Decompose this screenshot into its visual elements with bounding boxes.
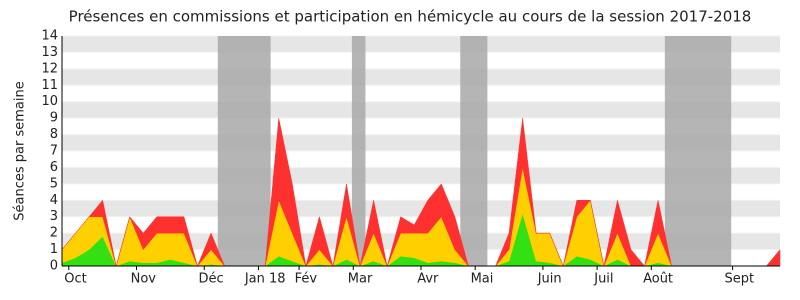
x-tick-label: Août	[643, 272, 673, 287]
y-tick-label: 9	[50, 111, 58, 126]
highlight-range	[460, 36, 488, 266]
x-tick-label: Oct	[64, 272, 86, 287]
y-tick-label: 8	[50, 127, 58, 142]
highlight-range	[664, 36, 732, 266]
x-tick-label: Mar	[348, 272, 373, 287]
x-tick-label: Juin	[537, 272, 562, 287]
area	[61, 118, 781, 267]
y-tick-label: 14	[41, 29, 58, 44]
y-tick-label: 5	[50, 176, 58, 191]
highlight-range	[351, 36, 366, 266]
y-tick-label: 0	[50, 259, 58, 274]
x-tick-label: Nov	[131, 272, 157, 287]
y-tick-label: 6	[50, 160, 58, 175]
y-tick-label: 10	[41, 94, 58, 109]
y-tick-label: 13	[41, 45, 58, 60]
chart-title: Présences en commissions et participatio…	[69, 8, 752, 26]
y-tick-label: 7	[50, 144, 58, 159]
x-tick-label: Mai	[471, 272, 494, 287]
x-tick-label: Jan 18	[244, 272, 286, 287]
x-tick-label: Sept	[725, 272, 755, 287]
y-axis-label: Séances par semaine	[13, 81, 28, 220]
y-tick-label: 1	[50, 242, 58, 257]
x-tick-label: Fév	[295, 272, 318, 287]
y-tick-label: 2	[50, 226, 58, 241]
y-tick-label: 11	[41, 78, 58, 93]
x-tick-label: Avr	[417, 272, 439, 287]
y-tick-label: 12	[41, 61, 58, 76]
x-tick-label: Déc	[198, 272, 223, 287]
highlight-range	[217, 36, 271, 266]
x-tick-label: Juil	[593, 272, 613, 287]
y-tick-label: 4	[50, 193, 58, 208]
y-tick-label: 3	[50, 209, 58, 224]
